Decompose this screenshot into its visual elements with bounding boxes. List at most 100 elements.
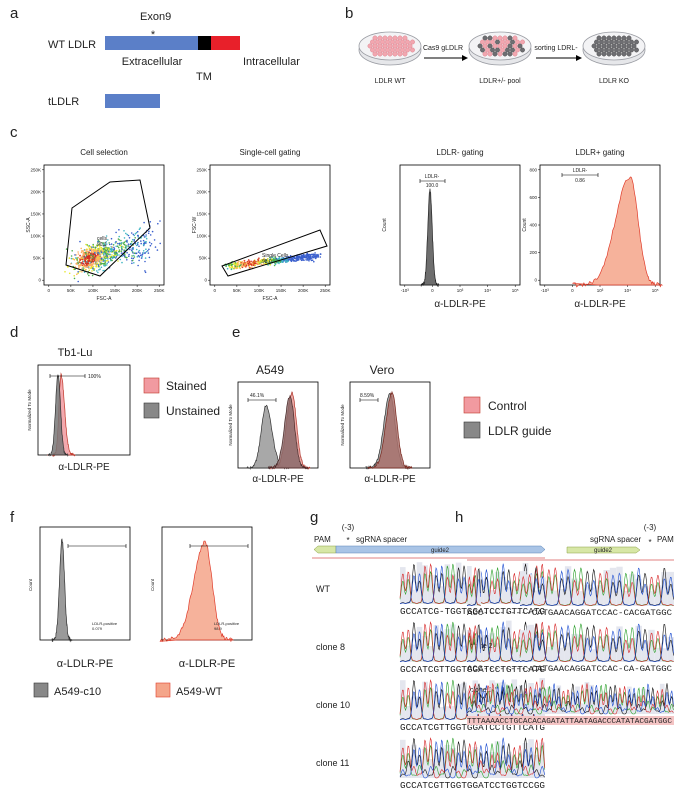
event-dot [119,244,122,247]
y-tick-label: 50K [33,256,41,261]
event-dot [88,253,90,255]
quality-bar [565,703,571,714]
cell [380,47,385,53]
event-dot [84,251,87,254]
event-dot [107,258,109,260]
event-dot [79,240,81,243]
event-dot [118,250,120,253]
event-dot [278,256,281,258]
y-axis-label: Count [522,218,528,232]
event-dot [135,244,138,247]
event-dot [97,264,100,266]
legend-label: Stained [166,379,207,393]
cell [507,51,513,57]
quality-bar [416,696,423,720]
event-dot [76,273,78,276]
cell [594,39,599,45]
quality-bar [532,592,540,606]
quality-bar [466,630,473,662]
event-dot [88,274,90,277]
x-axis-label: FSC-A [263,296,279,302]
quality-bar [577,634,585,662]
sequence: ACC---------CATGAACAGGATCCAC-CA-GATGGC [467,665,672,674]
event-dot [235,264,237,267]
panel-letter: d [10,324,18,341]
quality-bar [427,646,434,662]
plot-title: A549 [256,363,284,377]
event-dot [100,251,103,254]
event-dot [126,239,128,242]
cell [512,35,518,41]
cell [370,47,375,53]
event-dot [140,240,142,242]
x-tick-label: -10³ [541,288,550,293]
cut-mark: * [346,536,349,545]
cell [387,51,393,57]
event-dot [84,262,87,265]
event-dot [248,261,251,264]
event-dot [293,257,296,260]
event-dot [77,261,79,264]
event-dot [80,251,83,254]
cell [626,35,632,41]
event-dot [120,242,123,244]
event-dot [156,249,159,251]
event-dot [95,254,97,257]
event-dot [99,258,101,261]
quality-bar [667,637,674,662]
event-dot [134,237,136,239]
event-dot [302,257,304,260]
cell [392,43,398,49]
quality-bar [467,690,472,714]
cell [621,43,627,49]
chromatogram-trace [399,737,546,779]
cell [626,51,632,57]
quality-bar [518,685,524,714]
event-dot [120,243,123,245]
spacer-label: sgRNA spacer [356,535,407,544]
event-dot [134,242,137,245]
cell [382,43,388,49]
x-axis-label: α-LDLR-PE [574,299,626,310]
cell [596,51,602,57]
cell [492,35,498,41]
chromatogram-trace [519,623,674,663]
event-dot [297,258,300,261]
spacer-label: sgRNA spacer [590,535,641,544]
truncated-domain [105,94,160,108]
event-dot [84,268,87,271]
cell [402,35,408,41]
event-dot [234,262,237,264]
cell [497,35,503,41]
quality-bar [608,697,613,714]
cell [387,43,393,49]
quality-bar [494,643,501,662]
event-dot [77,272,79,275]
quality-bar [461,582,467,604]
quality-bar [539,577,546,606]
event-dot [245,264,248,267]
event-dot [281,260,283,263]
quality-bar [455,684,462,720]
event-dot [73,277,76,280]
cell [609,47,614,53]
event-dot [231,266,234,269]
event-dot [92,255,95,257]
plot-title: Vero [370,363,395,377]
event-dot [110,256,112,259]
cell [497,51,503,57]
event-dot [97,253,99,255]
event-dot [68,257,71,259]
event-dot [149,234,152,236]
event-dot [126,251,128,254]
y-tick-label: 100K [30,234,41,239]
gate-value: 0.86 [575,178,585,184]
event-dot [132,252,134,254]
quality-bar [483,757,490,778]
quality-bar [433,625,440,662]
event-dot [103,245,105,247]
position-label: (-3) [342,523,355,532]
event-dot [243,260,246,262]
event-dot [103,247,105,250]
event-dot [294,260,296,262]
